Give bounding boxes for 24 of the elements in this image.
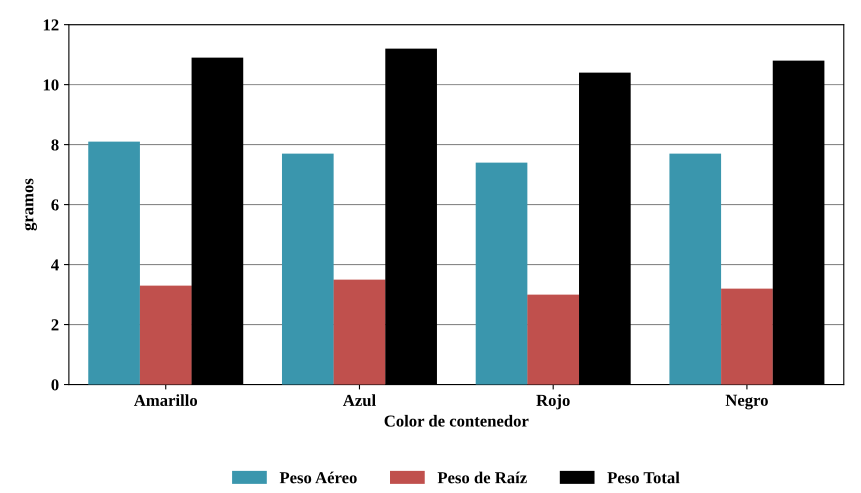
y-tick-label: 10 xyxy=(44,79,59,91)
legend-label: Peso de Raíz xyxy=(438,472,527,484)
bar xyxy=(282,154,334,385)
bar xyxy=(140,286,192,385)
y-tick-label: 12 xyxy=(44,19,58,30)
bar xyxy=(721,288,773,385)
bar xyxy=(88,142,140,385)
y-tick-label: 6 xyxy=(51,199,59,211)
legend-label: Peso Total xyxy=(607,472,680,484)
x-tick-label: Amarillo xyxy=(134,394,198,406)
y-tick-label: 8 xyxy=(51,139,59,151)
y-tick-label: 2 xyxy=(52,319,58,330)
bar xyxy=(669,154,722,385)
y-axis-title: gramos xyxy=(24,178,37,231)
bar xyxy=(334,280,386,385)
y-tick-label: 4 xyxy=(51,259,59,270)
bar xyxy=(476,162,528,385)
y-tick-label: 0 xyxy=(51,379,59,390)
x-tick-label: Azul xyxy=(342,394,376,406)
bar xyxy=(527,294,580,385)
legend-label: Peso Aéreo xyxy=(280,472,357,484)
x-tick-label: Rojo xyxy=(536,394,570,410)
x-tick-label: Negro xyxy=(726,394,768,410)
x-axis-title: Color de contenedor xyxy=(384,414,528,427)
